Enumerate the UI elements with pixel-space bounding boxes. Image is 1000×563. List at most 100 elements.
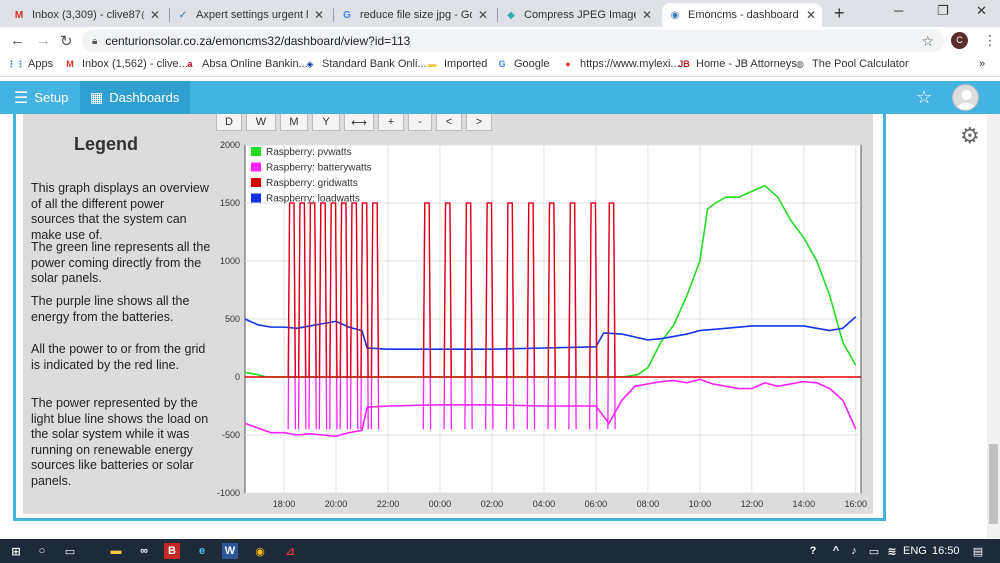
legend-entry: Raspberry: loadwatts [266,194,360,205]
search-icon[interactable]: ○ [38,545,46,557]
bookmark-item[interactable]: ● https://www.mylexi... [562,58,679,70]
range-year-button[interactable]: Y [312,114,340,131]
bookmark-item[interactable]: ⋮⋮ Apps [7,58,54,70]
y-tick-label: -500 [222,430,240,440]
forward-icon[interactable]: → [36,32,51,49]
legend-paragraph-overview: This graph displays an overview of all t… [31,181,209,242]
wifi-icon[interactable]: ≋ [887,545,897,558]
close-tab-icon[interactable]: ✕ [313,8,324,22]
profile-avatar[interactable]: C [951,32,968,49]
bookmark-item[interactable]: JB Home - JB Attorneys [678,58,797,70]
browser-menu-icon[interactable]: ⋮ [983,32,997,48]
gmail-icon: M [14,9,24,21]
emoncms-icon: ◉ [670,9,680,21]
y-tick-label: 1500 [220,198,240,208]
browser-tab[interactable]: M Inbox (3,309) - clive87@gm ✕ [6,3,166,27]
tab-title: reduce file size jpg - Google [360,9,472,21]
close-window-button[interactable]: ✕ [976,3,987,18]
zoom-in-button[interactable]: + [378,114,404,131]
reload-icon[interactable]: ↻ [60,33,73,50]
edge-icon[interactable]: e [198,545,206,557]
help-icon[interactable]: ? [809,545,817,557]
x-tick-label: 22:00 [377,499,400,509]
grid-spike [568,202,577,378]
bookmarks-overflow-icon[interactable]: » [979,58,986,70]
legend-title: Legend [74,134,139,154]
dashboards-menu-button[interactable]: ▦ Dashboards [80,81,190,114]
restore-button[interactable]: ❐ [937,3,949,18]
page-scrollbar[interactable] [987,114,1000,539]
gmail-icon: M [66,59,74,69]
range-fit-button[interactable]: ⟷ [344,114,374,131]
grid-spike [349,202,359,378]
google-icon: G [343,9,351,21]
x-tick-label: 08:00 [637,499,660,509]
bookmark-item[interactable]: ◈ Standard Bank Onli... [304,58,427,70]
task-view-icon[interactable]: ▭ [64,545,76,558]
range-week-button[interactable]: W [246,114,276,131]
favourite-star-icon[interactable]: ☆ [916,87,933,107]
close-tab-icon[interactable]: ✕ [641,8,652,22]
word-icon[interactable]: W [222,543,238,559]
close-tab-icon[interactable]: ✕ [149,8,160,22]
grid-spike [464,202,473,378]
range-day-button[interactable]: D [216,114,242,131]
infinity-app-icon[interactable]: ∞ [140,545,148,557]
bookmark-item[interactable]: M Inbox (1,562) - clive... [64,58,188,70]
chrome-icon[interactable]: ◉ [255,545,265,558]
minimize-button[interactable]: ─ [894,3,904,18]
windows-taskbar: ⊞ ○ ▭ ▬ ∞ B e W ◉ ⊿ ? ^ ♪ ▭ ≋ ENG 16:50 … [0,539,1000,563]
grid-spike [526,202,536,378]
bookmark-item[interactable]: a Absa Online Bankin... [184,58,307,70]
pdf-reader-icon[interactable]: ⊿ [285,545,295,558]
browser-tab[interactable]: ◆ Compress JPEG Images Onl ✕ [498,3,658,27]
windows-start-icon[interactable]: ⊞ [11,545,21,558]
grid-spike [505,202,515,378]
folder-icon: ▬ [427,59,437,69]
pan-left-button[interactable]: < [436,114,462,131]
new-tab-button[interactable]: + [834,3,845,23]
gear-icon[interactable]: ⚙ [960,123,980,148]
range-month-button[interactable]: M [280,114,308,131]
scrollbar-thumb[interactable] [989,444,998,524]
close-tab-icon[interactable]: ✕ [477,8,488,22]
legend-paragraph-purple: The purple line shows all the energy fro… [31,294,190,324]
browser-tab[interactable]: ◉ Emoncms - dashboard view ✕ [662,3,822,27]
battery-icon[interactable]: ▭ [868,545,880,558]
url-text: centurionsolar.co.za/emoncms32/dashboard… [105,34,411,48]
setup-menu-button[interactable]: ☰ Setup [4,81,78,114]
bookmark-label: Apps [28,58,54,70]
globe-icon: ◍ [796,58,804,69]
setup-label: Setup [34,90,69,105]
b-app-icon[interactable]: B [164,543,180,559]
user-avatar[interactable] [952,84,979,111]
close-tab-icon[interactable]: ✕ [805,8,816,22]
bookmark-item[interactable]: G Google [496,58,549,70]
back-icon[interactable]: ← [10,32,25,49]
zoom-out-button[interactable]: - [408,114,432,131]
chevron-up-icon[interactable]: ^ [832,545,840,557]
x-tick-label: 00:00 [429,499,452,509]
series-line [244,378,857,437]
volume-icon[interactable]: ♪ [851,545,857,557]
power-chart[interactable]: 2000 1500 1000 500 0 -500 -1000 18:00 20:00 22:00… [205,137,875,512]
standard-bank-icon: ◈ [306,58,314,69]
x-tick-label: 18:00 [273,499,296,509]
x-tick-label: 16:00 [845,499,868,509]
bookmark-item[interactable]: ▬ Imported [426,58,488,70]
clock[interactable]: 16:50 [932,545,960,557]
tab-separator [497,8,498,22]
notifications-icon[interactable]: ▤ [972,545,984,558]
google-icon: G [498,59,506,69]
browser-tab[interactable]: ✓ Axpert settings urgent help ✕ [170,3,330,27]
tab-title: Compress JPEG Images Onl [524,9,636,21]
url-field[interactable]: 🔒︎ centurionsolar.co.za/emoncms32/dashbo… [82,30,944,52]
pan-right-button[interactable]: > [466,114,492,131]
file-explorer-icon[interactable]: ▬ [110,545,122,557]
bookmark-star-icon[interactable]: ☆ [921,32,934,49]
bookmark-label: Google [514,58,550,70]
legend-swatch [251,178,261,187]
language-indicator[interactable]: ENG [903,545,927,557]
bookmark-item[interactable]: ◍ The Pool Calculator [794,58,909,70]
